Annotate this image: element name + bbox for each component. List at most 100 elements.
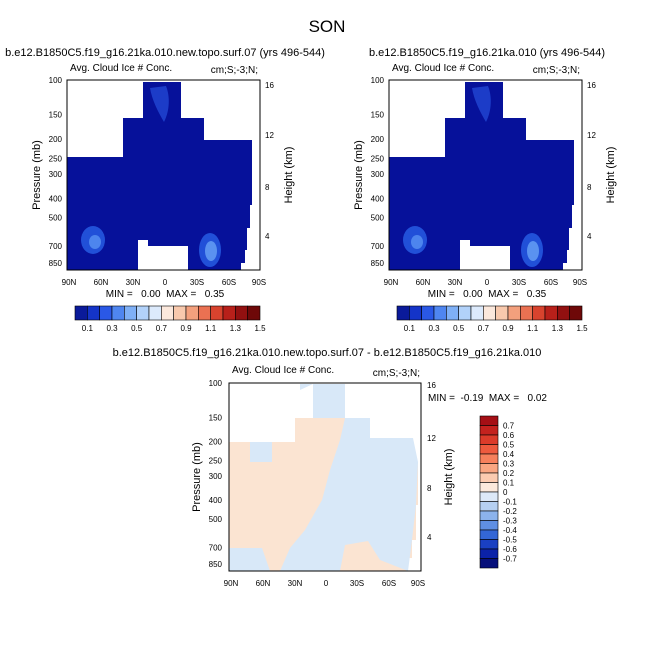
panel-3-colorbar-label: 0.6: [503, 431, 515, 440]
panel-2-colorbar-swatch: [507, 305, 521, 321]
panel-2-y-right-ticks: 16 12 8 4: [587, 81, 596, 241]
panel-2-ytick-300: 300: [371, 170, 385, 179]
panel-1-colorbar-swatch: [136, 305, 150, 321]
panel-3-xtick-90n: 90N: [224, 579, 239, 588]
panel-3-negative-patch-upper: [250, 442, 272, 462]
panel-2-contour-right-inner: [527, 241, 539, 261]
panel-2-colorbar-label: 1.1: [527, 324, 539, 333]
panel-1-xtick-60s: 60S: [222, 278, 236, 287]
panel-2-ytick-150: 150: [371, 111, 385, 120]
panel-1-ytick-700: 700: [49, 242, 63, 251]
panel-3: b.e12.B1850C5.f19_g16.21ka.010.new.topo.…: [113, 347, 548, 588]
panel-3-colorbar-label: 0.7: [503, 422, 515, 431]
panel-1-colorbar-label: 0.5: [131, 324, 143, 333]
panel-1-colorbar-swatch: [247, 305, 261, 321]
panel-1-contour-left-inner: [89, 235, 101, 249]
panel-3-xtick-90s: 90S: [411, 579, 425, 588]
panel-2-xtick-60n: 60N: [416, 278, 431, 287]
panel-2-ytick-400: 400: [371, 194, 385, 203]
panel-1-colorbar-label: 0.3: [106, 324, 118, 333]
panel-1-frame: [66, 79, 261, 271]
panel-1-ytick-500: 500: [49, 214, 63, 223]
panel-1-title: b.e12.B1850C5.f19_g16.21ka.010.new.topo.…: [5, 47, 325, 59]
panel-1-yrtick-8: 8: [265, 183, 270, 192]
panel-3-colorbar-swatch: [479, 425, 499, 436]
panel-3-x-ticks: 90N 60N 30N 0 30S 60S 90S: [224, 579, 425, 588]
panel-2-ylabel: Pressure (mb): [353, 140, 365, 210]
panel-3-negative-patch-left: [229, 548, 270, 571]
panel-2-colorbar-label: 0.3: [428, 324, 440, 333]
panel-2-colorbar-swatch: [396, 305, 410, 321]
panel-1-xtick-30n: 30N: [126, 278, 141, 287]
panel-2-yrtick-8: 8: [587, 183, 592, 192]
panel-1-yrtick-4: 4: [265, 232, 270, 241]
panel-1-colorbar-label: 0.9: [180, 324, 192, 333]
panel-1-contour-right-inner: [205, 241, 217, 261]
panel-3-ytick-850: 850: [209, 560, 223, 569]
panel-3-colorbar-label: 0.4: [503, 450, 515, 459]
panel-3-frame: [228, 382, 422, 572]
panel-2-colorbar-swatch: [495, 305, 509, 321]
panel-1-colorbar-swatch: [198, 305, 211, 321]
panel-1-y-ticks: 100 150 200 250 300 400 500 700 850: [49, 76, 63, 268]
panel-2-colorbar-swatch: [557, 305, 570, 321]
panel-1-colorbar-swatch: [99, 305, 113, 321]
panel-2-colorbar-swatch: [532, 305, 546, 321]
panel-2-title: b.e12.B1850C5.f19_g16.21ka.010 (yrs 496-…: [369, 47, 605, 59]
panel-3-ytick-250: 250: [209, 456, 223, 465]
panel-1-plot-area: [66, 79, 261, 271]
panel-1-subtitle-right: cm;S;-3;N;: [211, 65, 258, 76]
panel-1-ylabel: Pressure (mb): [31, 140, 43, 210]
panel-2-field: [389, 82, 574, 270]
panel-2-xtick-60s: 60S: [544, 278, 558, 287]
panel-2-plot-area: [388, 79, 583, 271]
panel-2-colorbar-swatch: [544, 305, 558, 321]
panel-3-colorbar-swatch: [479, 444, 499, 455]
panel-2-colorbar-swatch: [458, 305, 472, 321]
panel-3-xtick-30s: 30S: [350, 579, 364, 588]
panel-2-yrtick-16: 16: [587, 81, 596, 90]
panel-2-y-ticks: 100 150 200 250 300 400 500 700 850: [371, 76, 385, 268]
panel-3-colorbar-swatch: [479, 491, 499, 502]
panel-3-subtitle-left: Avg. Cloud Ice # Conc.: [232, 365, 334, 376]
panel-1-colorbar-swatch: [222, 305, 236, 321]
panel-2-subtitle-left: Avg. Cloud Ice # Conc.: [392, 63, 494, 74]
panel-1-colorbar-swatch: [74, 305, 88, 321]
panel-1-colorbar-label: 0.1: [82, 324, 94, 333]
figure-title: SON: [309, 17, 346, 36]
panel-3-colorbar: 0.70.60.50.40.30.20.10-0.1-0.2-0.3-0.4-0…: [479, 415, 517, 569]
panel-3-colorbar-label: -0.5: [503, 536, 517, 545]
panel-3-colorbar-swatch: [479, 548, 499, 559]
panel-1-y-right-ticks: 16 12 8 4: [265, 81, 274, 241]
panel-1-colorbar-swatch: [173, 305, 187, 321]
panel-2-colorbar-label: 1.3: [552, 324, 564, 333]
panel-1-xtick-90s: 90S: [252, 278, 266, 287]
panel-1-colorbar-label: 0.7: [156, 324, 168, 333]
panel-2-colorbar-swatch: [520, 305, 533, 321]
panel-1-ytick-100: 100: [49, 76, 63, 85]
panel-3-yrtick-12: 12: [427, 434, 436, 443]
panel-3-xtick-30n: 30N: [288, 579, 303, 588]
panel-3-colorbar-label: -0.1: [503, 498, 517, 507]
panel-3-subtitle-right: cm;S;-3;N;: [373, 368, 420, 379]
panel-3-ytick-100: 100: [209, 379, 223, 388]
panel-2-contour-left-inner: [411, 235, 423, 249]
panel-2-colorbar-swatch: [569, 305, 583, 321]
panel-2-colorbar-swatch: [483, 305, 496, 321]
panel-1-field: [67, 82, 252, 270]
panel-1-xtick-60n: 60N: [94, 278, 109, 287]
panel-3-colorbar-label: 0: [503, 488, 508, 497]
panel-3-colorbar-label: -0.6: [503, 545, 517, 554]
panel-2-ytick-700: 700: [371, 242, 385, 251]
panel-3-colorbar-swatch: [479, 520, 499, 531]
panel-1-stats: MIN = 0.00 MAX = 0.35: [106, 289, 225, 300]
panel-2-stats: MIN = 0.00 MAX = 0.35: [428, 289, 547, 300]
panel-3-colorbar-label: -0.4: [503, 526, 517, 535]
panel-3-colorbar-label: -0.2: [503, 507, 517, 516]
panel-2-colorbar-swatch: [421, 305, 435, 321]
panel-2-x-ticks: 90N 60N 30N 0 30S 60S 90S: [384, 278, 587, 287]
panel-1-ylabel-right: Height (km): [283, 147, 295, 204]
panel-2-yrtick-4: 4: [587, 232, 592, 241]
